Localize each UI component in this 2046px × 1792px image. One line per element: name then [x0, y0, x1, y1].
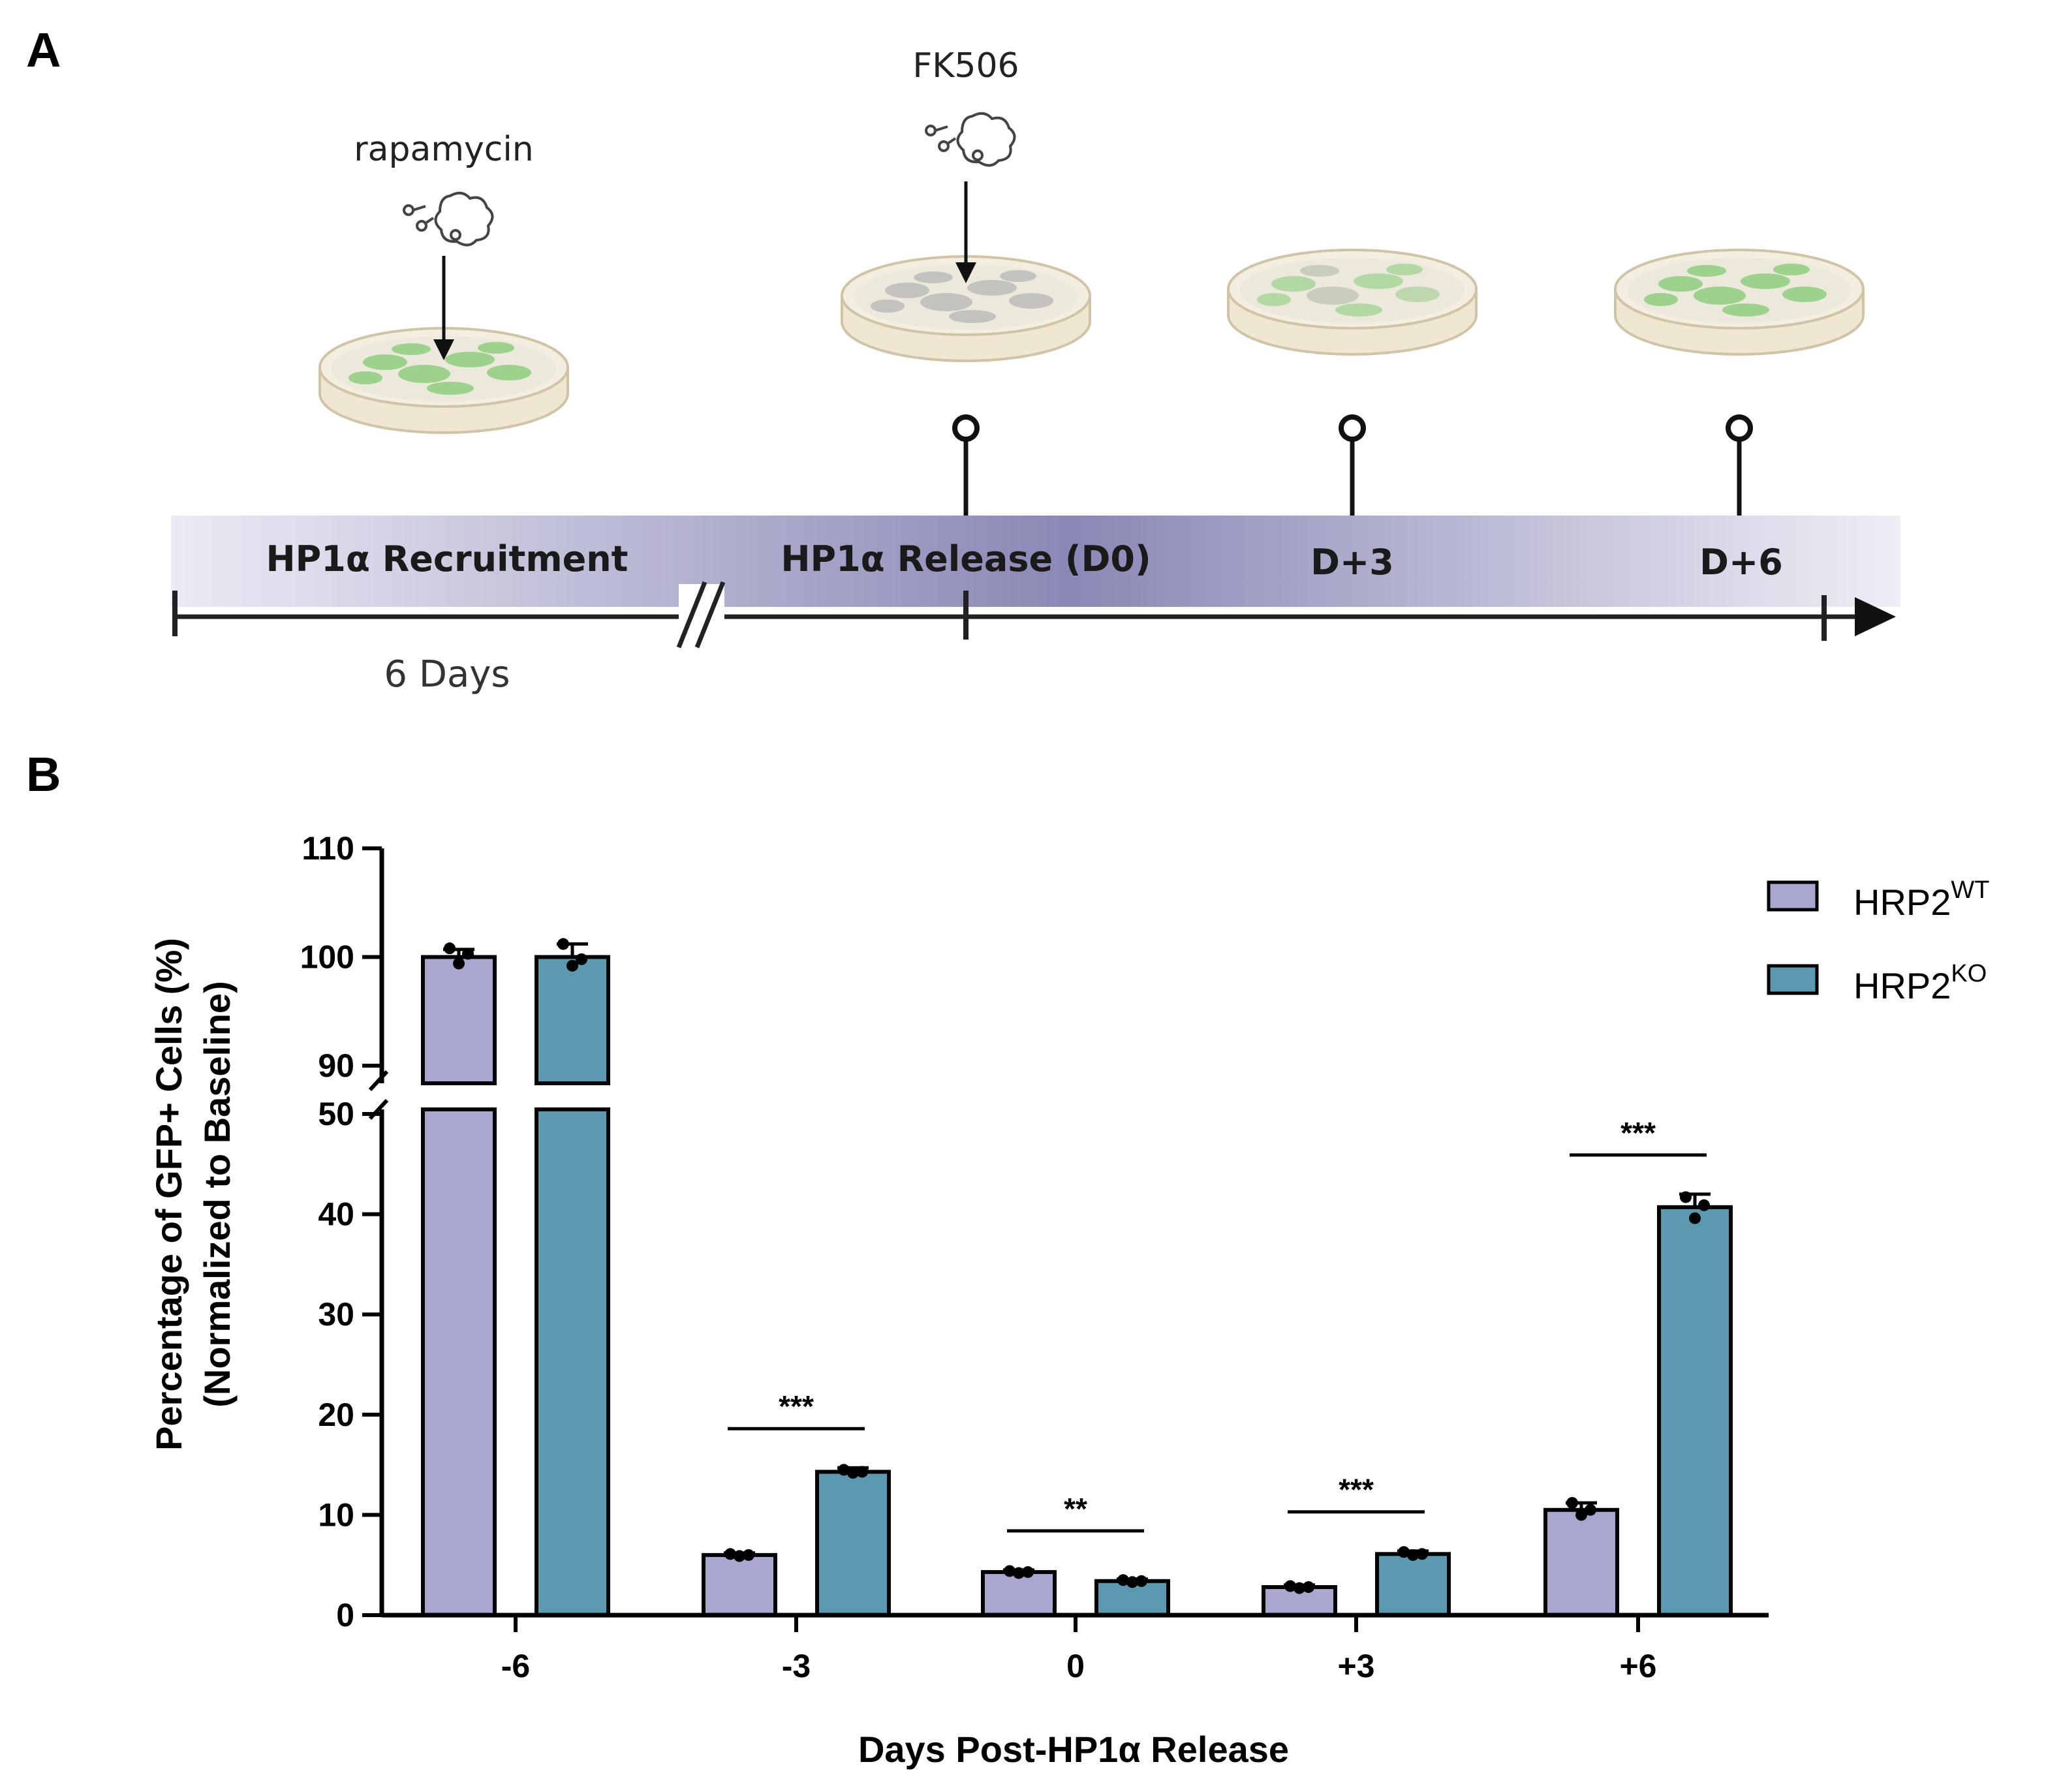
y-tick-label: 110 — [302, 830, 354, 867]
panel-a-label: A — [26, 23, 61, 77]
y-tick-label: 10 — [318, 1496, 354, 1533]
data-point — [1680, 1191, 1692, 1203]
petri-dish-icon — [841, 255, 1091, 362]
y-tick-label: 0 — [336, 1597, 354, 1633]
y-axis-title-line2: (Normalized to Baseline) — [196, 981, 238, 1407]
data-point — [576, 953, 587, 965]
data-point — [1689, 1212, 1701, 1224]
significance-label: *** — [1620, 1116, 1656, 1150]
panel-b-label: B — [26, 747, 61, 801]
y-tick-label: 40 — [318, 1196, 354, 1233]
timeline-axis — [172, 581, 1896, 649]
data-point — [1398, 1546, 1410, 1558]
data-point — [1575, 1509, 1587, 1521]
rapamycin-label: rapamycin — [354, 130, 534, 169]
legend-label-ko: HRP2KO — [1853, 960, 1987, 1006]
arrow-icon — [433, 256, 454, 360]
data-point — [1294, 1582, 1305, 1594]
petri-dish-icon — [1614, 249, 1865, 356]
bar-wt-upper — [421, 955, 497, 1085]
data-point — [1585, 1504, 1596, 1516]
molecule-icon — [925, 112, 1016, 167]
data-point — [724, 1548, 736, 1560]
y-tick-label: 30 — [318, 1296, 354, 1333]
y-axis-title-line1: Percentage of GFP+ Cells (%) — [148, 938, 189, 1451]
data-point — [1566, 1496, 1578, 1509]
y-tick-label: 50 — [318, 1096, 354, 1132]
significance-label: *** — [779, 1389, 814, 1423]
timeline-band — [171, 516, 1900, 607]
pin-marker-icon — [952, 414, 980, 516]
data-point — [838, 1464, 850, 1476]
legend-label-wt: HRP2WT — [1853, 876, 1989, 923]
data-point — [743, 1549, 754, 1561]
duration-label: 6 Days — [384, 653, 510, 696]
fk506-label: FK506 — [912, 46, 1019, 85]
y-tick-label: 20 — [318, 1397, 354, 1433]
bar-wt — [702, 1553, 777, 1618]
legend-swatch-wt — [1767, 880, 1819, 912]
bar-ko-upper — [535, 955, 610, 1085]
bar-break-gap — [419, 1085, 499, 1107]
data-point — [1004, 1565, 1015, 1577]
data-point — [847, 1466, 859, 1479]
y-tick-label: 100 — [300, 939, 354, 976]
x-tick-label: 0 — [1066, 1648, 1085, 1684]
timeline-release-label: HP1α Release (D0) — [781, 538, 1151, 579]
data-point — [1407, 1549, 1419, 1561]
x-tick-label: +6 — [1619, 1648, 1656, 1684]
x-axis-title: Days Post-HP1α Release — [858, 1729, 1289, 1770]
data-point — [856, 1466, 868, 1478]
data-point — [1416, 1548, 1428, 1560]
significance-label: ** — [1064, 1492, 1087, 1526]
data-point — [1013, 1567, 1025, 1579]
pin-marker-icon — [1339, 414, 1366, 516]
molecule-icon — [403, 191, 494, 247]
timeline-d3-label: D+3 — [1310, 542, 1394, 583]
data-point — [1303, 1581, 1314, 1593]
data-point — [453, 957, 465, 970]
data-point — [1117, 1574, 1129, 1586]
data-point — [1698, 1199, 1710, 1211]
bar-ko — [1657, 1205, 1733, 1617]
data-point — [557, 938, 569, 950]
bar-wt — [1543, 1507, 1619, 1617]
axis-break-mark — [368, 1070, 389, 1092]
y-tick-label: 90 — [318, 1047, 354, 1084]
bar-ko — [535, 1107, 610, 1617]
data-point — [734, 1550, 745, 1562]
bar-ko — [1375, 1552, 1451, 1617]
data-point — [1284, 1580, 1296, 1592]
data-point — [462, 948, 474, 960]
legend-swatch-ko — [1767, 964, 1819, 995]
timeline-d6-label: D+6 — [1699, 542, 1783, 583]
legend: HRP2WT HRP2KO — [1767, 876, 1989, 1006]
petri-dish-icon — [318, 327, 569, 434]
x-tick-label: +3 — [1337, 1648, 1374, 1684]
data-point — [1126, 1576, 1138, 1588]
significance-label: *** — [1339, 1473, 1374, 1507]
bar-break-gap — [533, 1085, 612, 1107]
x-tick-label: -6 — [501, 1648, 530, 1684]
data-point — [444, 942, 456, 955]
data-point — [1136, 1575, 1147, 1587]
pin-marker-icon — [1726, 414, 1753, 516]
bar-ko — [815, 1470, 891, 1618]
arrow-icon — [955, 181, 976, 283]
bar-wt — [421, 1107, 497, 1617]
timeline-recruitment-label: HP1α Recruitment — [266, 538, 628, 579]
x-tick-label: -3 — [782, 1648, 811, 1684]
data-point — [566, 959, 578, 972]
petri-dish-icon — [1227, 249, 1478, 356]
data-point — [1022, 1566, 1034, 1578]
